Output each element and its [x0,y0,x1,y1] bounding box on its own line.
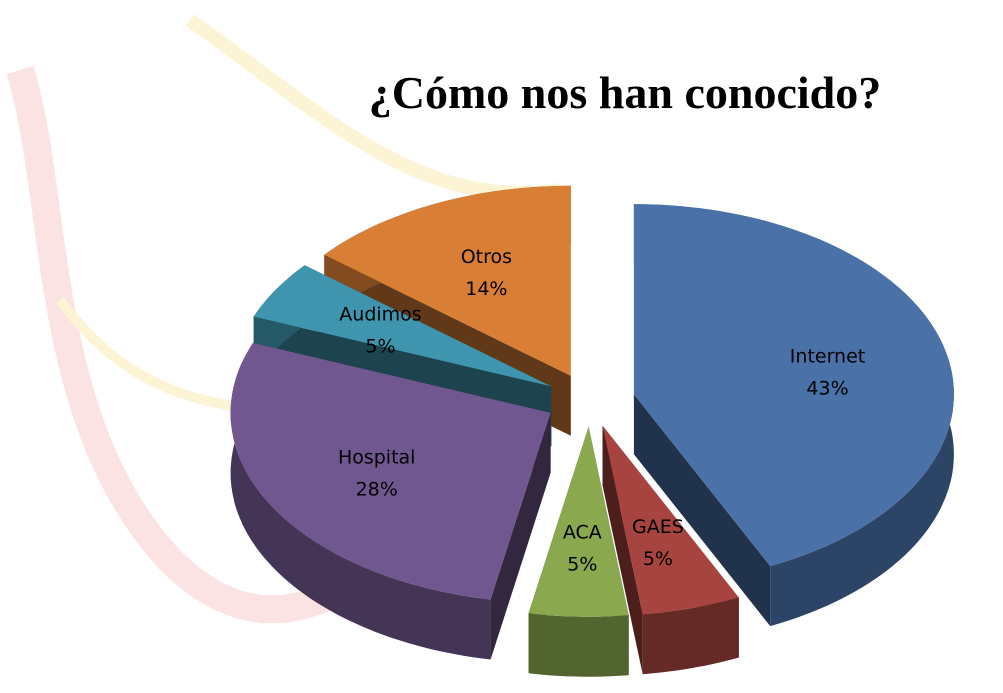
value-label: 5% [567,553,597,575]
page: {"chart_data": {"type": "pie3d", "title"… [0,0,1003,693]
chart-title: ¿Cómo nos han conocido? [369,67,881,118]
slice-wall [529,613,629,676]
pie: Otros 14% Audimos 5% Internet 43% Hospital 28% G… [231,186,954,677]
value-label: 28% [356,479,398,501]
category-label: GAES [632,516,684,538]
category-label: ACA [563,521,602,543]
category-label: Internet [790,345,865,367]
value-label: 43% [806,377,848,399]
chart: ¿Cómo nos han conocido? Otros 14% Audimos 5… [0,0,1003,693]
value-label: 14% [465,278,507,300]
value-label: 5% [365,335,395,357]
category-label: Audimos [339,303,421,325]
category-label: Hospital [338,447,416,469]
category-label: Otros [461,246,512,268]
value-label: 5% [643,548,673,570]
